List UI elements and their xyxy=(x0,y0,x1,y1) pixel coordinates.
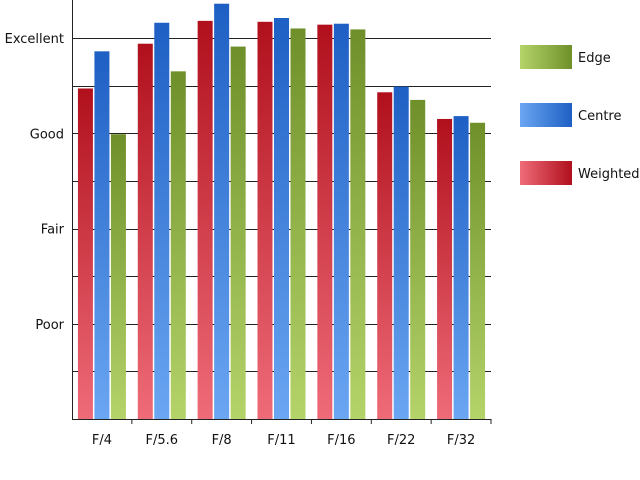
y-tick-label: Good xyxy=(30,127,64,142)
bar-weighted xyxy=(197,20,213,419)
bar-edge xyxy=(350,29,366,420)
legend: Edge Centre Weighted xyxy=(520,45,640,185)
x-tick-label: F/8 xyxy=(212,433,232,448)
bar-weighted xyxy=(437,118,453,420)
bar-edge xyxy=(290,28,306,419)
legend-swatch-weighted xyxy=(520,161,572,185)
bar-centre xyxy=(453,116,469,419)
bar-edge xyxy=(470,122,486,420)
bar-weighted xyxy=(377,92,393,419)
x-tick-label: F/5.6 xyxy=(146,433,179,448)
bar-weighted xyxy=(257,21,273,420)
legend-label-edge: Edge xyxy=(578,51,611,66)
bar-weighted xyxy=(137,43,153,420)
bar-centre xyxy=(333,23,349,420)
bar-centre xyxy=(274,17,289,420)
legend-label-centre: Centre xyxy=(578,109,621,124)
bar-centre xyxy=(94,51,110,420)
legend-swatch-edge xyxy=(520,45,572,69)
bar-centre xyxy=(214,3,230,420)
bar-centre xyxy=(154,22,170,419)
legend-label-weighted: Weighted xyxy=(578,167,640,182)
bar-centre xyxy=(393,86,409,419)
y-tick-label: Excellent xyxy=(5,32,64,47)
legend-swatch-centre xyxy=(520,103,572,127)
bar-edge xyxy=(170,71,186,420)
x-axis: F/4 F/5.6 F/8 F/11 F/16 F/22 F/32 xyxy=(72,419,492,448)
bar-weighted xyxy=(317,24,333,419)
bar-edge xyxy=(230,46,246,419)
bars xyxy=(77,3,486,420)
bar-weighted xyxy=(77,88,93,420)
x-tick-label: F/11 xyxy=(267,433,295,448)
x-tick-label: F/22 xyxy=(387,433,415,448)
y-tick-label: Fair xyxy=(41,223,65,238)
y-tick-label: Poor xyxy=(35,318,64,333)
y-axis: Poor Fair Good Excellent xyxy=(5,0,73,419)
bar-edge xyxy=(110,134,126,419)
x-tick-label: F/16 xyxy=(327,433,355,448)
bar-edge xyxy=(410,99,426,419)
x-tick-label: F/4 xyxy=(92,433,112,448)
x-tick-label: F/32 xyxy=(447,433,475,448)
